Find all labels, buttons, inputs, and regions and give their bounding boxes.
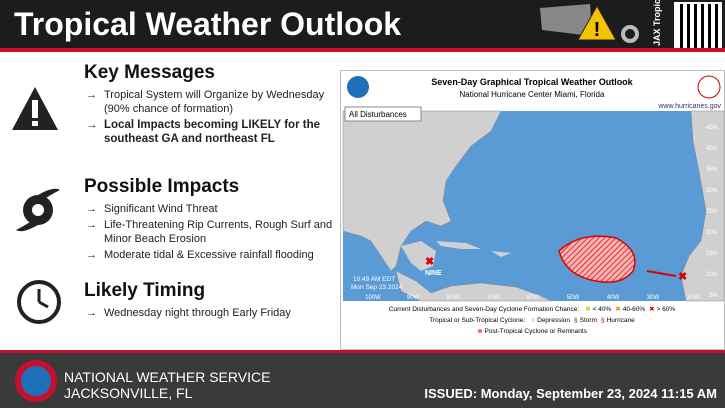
filter-button[interactable]	[344, 106, 422, 122]
lon-label: 50W	[567, 295, 580, 301]
section-title: Likely Timing	[84, 280, 206, 301]
map-url: www.hurricanes.gov	[657, 103, 721, 110]
lon-label: 80W	[447, 295, 460, 301]
lon-label: 30W	[647, 295, 660, 301]
yucatan	[401, 241, 436, 271]
bullet-list: Significant Wind Threat Life-Threatening …	[84, 202, 336, 262]
antilles	[436, 241, 511, 257]
footer: NATIONAL WEATHER SERVICE JACKSONVILLE, F…	[0, 353, 725, 408]
header: Tropical Weather Outlook ! JAX Tropical	[0, 0, 725, 50]
lat-label: 45N	[706, 125, 717, 131]
legend-line2: Tropical or Sub-Tropical Cyclone:	[429, 317, 525, 324]
track-arrow	[646, 270, 677, 277]
legend-3: ⊗ Post-Tropical Cyclone or Remnants	[477, 328, 588, 335]
section: Key Messages Tropical System will Organiz…	[84, 62, 336, 148]
nine-x: ✖	[425, 256, 434, 268]
lon-label: 90W	[407, 295, 420, 301]
bullet: Moderate tidal & Excessive rainfall floo…	[84, 248, 336, 262]
lat-label: 5N	[709, 293, 717, 299]
lon-label: 40W	[607, 295, 620, 301]
map-date: Mon Sep 23 2024	[351, 284, 403, 291]
south-america	[395, 270, 552, 302]
issued: ISSUED: Monday, September 23, 2024 11:15…	[424, 386, 717, 401]
bullet: Significant Wind Threat	[84, 202, 336, 216]
qr-code	[674, 2, 722, 50]
filter-button-label[interactable]: All Disturbances	[349, 110, 407, 119]
city: JACKSONVILLE, FL	[64, 385, 193, 401]
clock-icon	[17, 280, 61, 324]
noaa-logo	[347, 76, 369, 98]
lat-label: 35N	[706, 167, 717, 173]
lat-label: 40N	[706, 146, 717, 152]
bullet: Life-Threatening Rip Currents, Rough Sur…	[84, 218, 336, 246]
legend-high: > 60%	[657, 306, 676, 313]
legend-post: Post-Tropical Cyclone or Remnants	[485, 328, 588, 335]
lat-label: 25N	[706, 209, 717, 215]
lat-label: 30N	[706, 188, 717, 194]
lat-label: 10N	[706, 272, 717, 278]
footer-line	[0, 350, 725, 353]
storm-label: NINE	[425, 270, 442, 277]
legend: Current Disturbances and Seven-Day Cyclo…	[389, 306, 676, 313]
map-title: Seven-Day Graphical Tropical Weather Out…	[431, 77, 633, 87]
map-time: 10:49 AM EDT	[353, 276, 395, 283]
lon-label: 70W	[487, 295, 500, 301]
disturbance-x: ✖	[678, 271, 687, 283]
bullet: Local Impacts becoming LIKELY for the so…	[84, 118, 336, 146]
legend-hurr: Hurricane	[607, 317, 636, 324]
office: NATIONAL WEATHER SERVICE	[64, 369, 271, 385]
lat-label: 15N	[706, 251, 717, 257]
bullet: Wednesday night through Early Friday	[84, 306, 336, 320]
legend-mid: 40-60%	[623, 306, 646, 313]
outlook-map-panel: Seven-Day Graphical Tropical Weather Out…	[340, 70, 725, 350]
lon-label: 20W	[687, 295, 700, 301]
legend-storm: Storm	[580, 317, 597, 324]
bullet: Tropical System will Organize by Wednesd…	[84, 88, 336, 116]
lon-label: 60W	[527, 295, 540, 301]
bullet-list: Tropical System will Organize by Wednesd…	[84, 88, 336, 146]
tag: JAX Tropical	[652, 0, 662, 46]
section-title: Key Messages	[84, 62, 215, 83]
section: Possible Impacts Significant Wind Threat L…	[84, 176, 336, 264]
outlook-map: Seven-Day Graphical Tropical Weather Out…	[342, 75, 725, 335]
bullet-list: Wednesday night through Early Friday	[84, 306, 336, 320]
warning-icon	[12, 87, 58, 130]
legend-dep: Depression	[537, 317, 570, 324]
lat-label: 20N	[706, 230, 717, 236]
north-america	[342, 110, 502, 272]
section: Likely Timing Wednesday night through Ear…	[84, 280, 336, 322]
section-title: Possible Impacts	[84, 176, 240, 197]
map-subtitle: National Hurricane Center Miami, Florida	[460, 90, 605, 99]
red-line	[0, 48, 725, 52]
legend-low: < 40%	[593, 306, 612, 313]
lon-label: 100W	[365, 295, 381, 301]
legend-2: Tropical or Sub-Tropical Cyclone: ○ Depres…	[429, 317, 635, 324]
legend-line1: Current Disturbances and Seven-Day Cyclo…	[389, 306, 580, 313]
logo: !	[540, 4, 639, 43]
outlook-area	[558, 235, 636, 283]
title: Tropical Weather Outlook	[14, 6, 402, 42]
svg-text:!: !	[594, 19, 601, 41]
hurricane-icon	[16, 188, 60, 232]
nws-footer-logo	[15, 360, 57, 402]
nws-logo	[697, 75, 721, 99]
